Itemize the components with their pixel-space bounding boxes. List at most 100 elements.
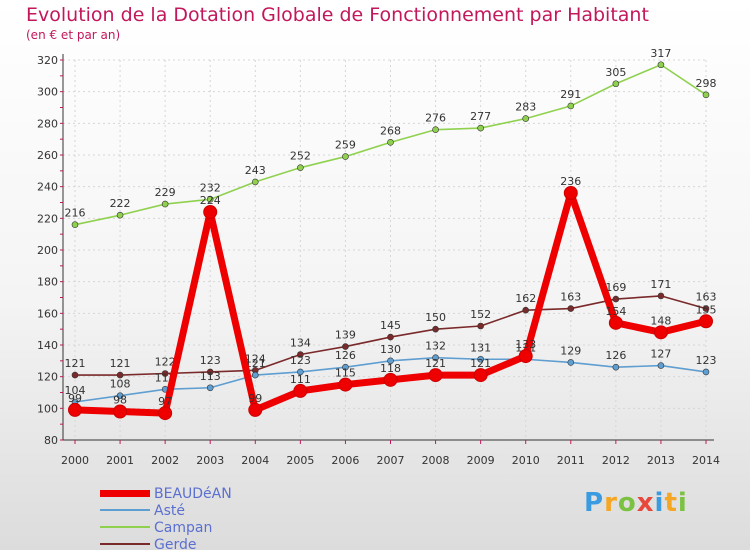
x-tick-label: 2011 xyxy=(557,454,585,467)
data-point-aste xyxy=(297,368,304,376)
legend-label-gerde: Gerde xyxy=(154,537,197,553)
data-label-beaudean: 148 xyxy=(650,314,671,327)
data-point-gerde xyxy=(297,351,304,358)
x-tick-label: 2001 xyxy=(106,454,134,467)
data-point-beaudean xyxy=(518,349,533,364)
data-label-beaudean: 224 xyxy=(200,194,221,207)
x-tick-label: 2003 xyxy=(196,454,224,467)
data-point-aste xyxy=(702,368,710,376)
data-label-beaudean: 121 xyxy=(470,357,491,370)
data-label-aste: 113 xyxy=(200,370,221,383)
data-point-gerde xyxy=(161,370,169,377)
logo-letter: x xyxy=(636,488,655,518)
chart-title: Evolution de la Dotation Globale de Fonc… xyxy=(26,4,649,26)
data-point-gerde xyxy=(657,292,665,300)
data-label-campan: 229 xyxy=(155,186,176,199)
proxiti-logo: Proxiti xyxy=(584,488,688,518)
data-label-aste: 127 xyxy=(650,348,671,361)
data-point-campan xyxy=(342,153,349,160)
x-tick-label: 2014 xyxy=(692,454,720,467)
data-label-campan: 291 xyxy=(560,88,581,101)
data-point-aste xyxy=(387,357,394,365)
y-tick-label: 200 xyxy=(37,244,58,257)
data-point-campan xyxy=(477,124,484,132)
y-tick-label: 240 xyxy=(37,181,58,194)
x-tick-label: 2009 xyxy=(467,454,495,467)
data-point-campan xyxy=(206,196,214,203)
data-label-campan: 268 xyxy=(380,124,401,137)
data-point-beaudean xyxy=(293,383,308,398)
legend-label-aste: Asté xyxy=(154,503,185,519)
data-label-beaudean: 99 xyxy=(248,392,262,405)
legend-item-aste: Asté xyxy=(100,503,280,520)
data-label-campan: 259 xyxy=(335,139,356,152)
data-point-beaudean xyxy=(158,406,173,421)
data-label-gerde: 121 xyxy=(110,357,131,370)
x-tick-label: 2007 xyxy=(377,454,405,467)
x-tick-label: 2002 xyxy=(151,454,179,467)
data-label-aste: 129 xyxy=(560,344,581,357)
data-point-aste xyxy=(251,371,259,379)
data-point-gerde xyxy=(477,322,484,330)
data-point-gerde xyxy=(342,343,349,350)
data-point-campan xyxy=(522,115,530,122)
logo-letter: i xyxy=(677,488,688,518)
legend-item-gerde: Gerde xyxy=(100,537,280,554)
x-tick-label: 2008 xyxy=(422,454,450,467)
legend-label-beaudean: BEAUDéAN xyxy=(154,486,232,502)
data-label-gerde: 163 xyxy=(696,291,717,304)
data-label-gerde: 121 xyxy=(65,357,86,370)
data-point-beaudean xyxy=(68,402,82,417)
data-label-gerde: 171 xyxy=(650,278,671,291)
data-point-gerde xyxy=(71,371,79,379)
x-tick-label: 2012 xyxy=(602,454,630,467)
data-label-aste: 126 xyxy=(335,349,356,362)
data-label-gerde: 169 xyxy=(605,281,626,294)
data-point-aste xyxy=(567,359,575,366)
legend-swatch-gerde xyxy=(100,543,150,545)
data-point-gerde xyxy=(432,325,439,333)
data-label-aste: 121 xyxy=(245,357,266,370)
data-label-aste: 130 xyxy=(380,343,401,356)
legend-item-beaudean: BEAUDéAN xyxy=(100,486,280,503)
logo-letter: r xyxy=(604,488,618,518)
data-point-gerde xyxy=(387,333,394,341)
data-point-beaudean xyxy=(563,186,578,200)
data-label-campan: 283 xyxy=(515,101,536,114)
logo-letter: P xyxy=(584,488,605,518)
data-point-beaudean xyxy=(203,205,218,219)
data-point-campan xyxy=(297,164,304,171)
data-label-beaudean: 121 xyxy=(425,357,446,370)
data-point-gerde xyxy=(567,305,575,312)
data-label-gerde: 134 xyxy=(290,337,311,350)
legend-swatch-beaudean xyxy=(100,490,150,497)
y-tick-label: 180 xyxy=(37,276,58,289)
data-label-beaudean: 154 xyxy=(605,305,626,318)
data-point-campan xyxy=(702,91,710,99)
data-point-gerde xyxy=(206,368,214,376)
data-label-gerde: 124 xyxy=(245,352,266,365)
data-label-beaudean: 98 xyxy=(113,394,127,407)
data-point-gerde xyxy=(612,295,620,303)
legend-swatch-aste xyxy=(100,509,150,511)
data-point-beaudean xyxy=(248,402,263,417)
y-tick-label: 160 xyxy=(37,307,58,320)
data-label-aste: 131 xyxy=(470,341,491,354)
logo-letter: i xyxy=(654,488,665,518)
data-point-aste xyxy=(206,384,214,392)
legend: BEAUDéAN Asté Campan Gerde xyxy=(100,486,280,554)
data-label-aste: 123 xyxy=(696,354,717,367)
data-point-gerde xyxy=(702,305,710,312)
data-point-campan xyxy=(251,178,259,186)
data-label-campan: 276 xyxy=(425,112,446,125)
data-point-aste xyxy=(342,363,349,371)
data-point-beaudean xyxy=(608,315,623,330)
data-point-gerde xyxy=(522,306,530,314)
data-label-beaudean: 133 xyxy=(515,338,536,351)
data-label-campan: 222 xyxy=(110,197,131,210)
y-tick-label: 80 xyxy=(44,434,58,447)
y-tick-label: 320 xyxy=(37,54,58,67)
data-point-campan xyxy=(161,200,169,208)
data-point-campan xyxy=(612,80,620,88)
